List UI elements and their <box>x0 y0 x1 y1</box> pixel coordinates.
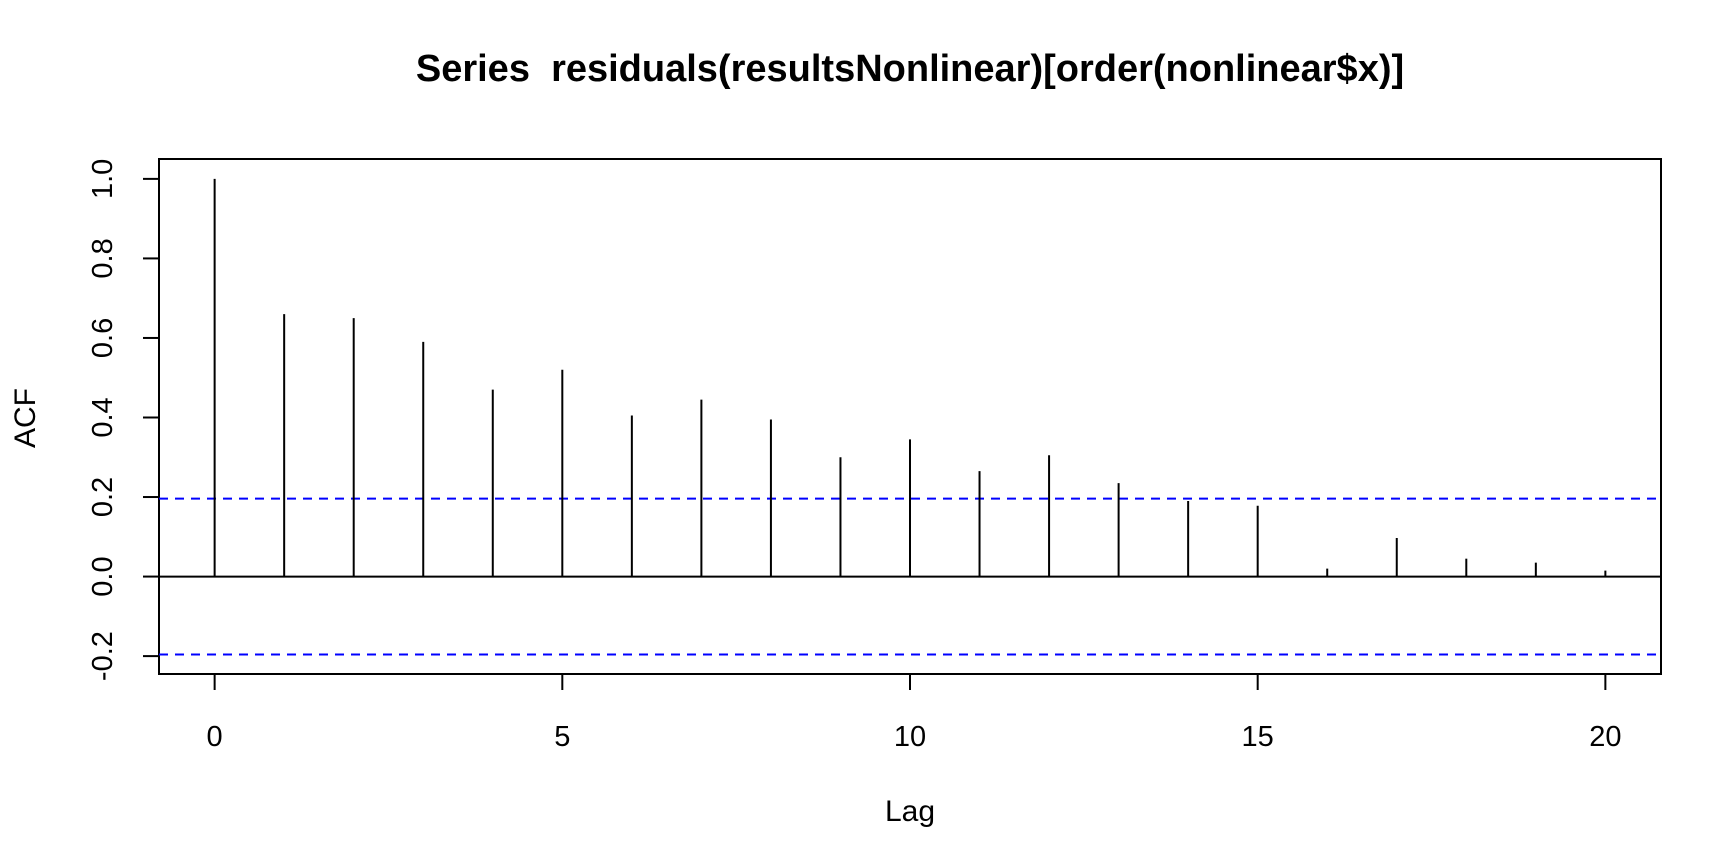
confidence-bounds <box>159 497 1661 656</box>
acf-bars <box>213 178 1607 577</box>
x-tick-label: 20 <box>1589 721 1621 753</box>
chart-title: Series residuals(resultsNonlinear)[order… <box>416 48 1404 90</box>
y-tick-label: 0.6 <box>87 318 119 358</box>
x-axis-label: Lag <box>885 795 935 828</box>
y-tick-label: -0.2 <box>87 631 119 681</box>
x-tick-label: 10 <box>894 721 926 753</box>
x-tick-label: 5 <box>554 721 570 753</box>
y-tick-label: 1.0 <box>87 159 119 199</box>
plot-frame <box>158 158 1662 675</box>
y-axis-label: ACF <box>9 388 42 448</box>
x-tick-label: 15 <box>1242 721 1274 753</box>
y-tick-label: 0.4 <box>87 397 119 437</box>
y-tick-label: 0.8 <box>87 238 119 278</box>
x-tick-label: 0 <box>207 721 223 753</box>
y-tick-label: 0.0 <box>87 556 119 596</box>
x-axis: 0 5 10 15 20 <box>207 673 1622 753</box>
y-tick-label: 0.2 <box>87 477 119 517</box>
y-axis: -0.2 0.0 0.2 0.4 0.6 0.8 1.0 <box>87 159 160 681</box>
